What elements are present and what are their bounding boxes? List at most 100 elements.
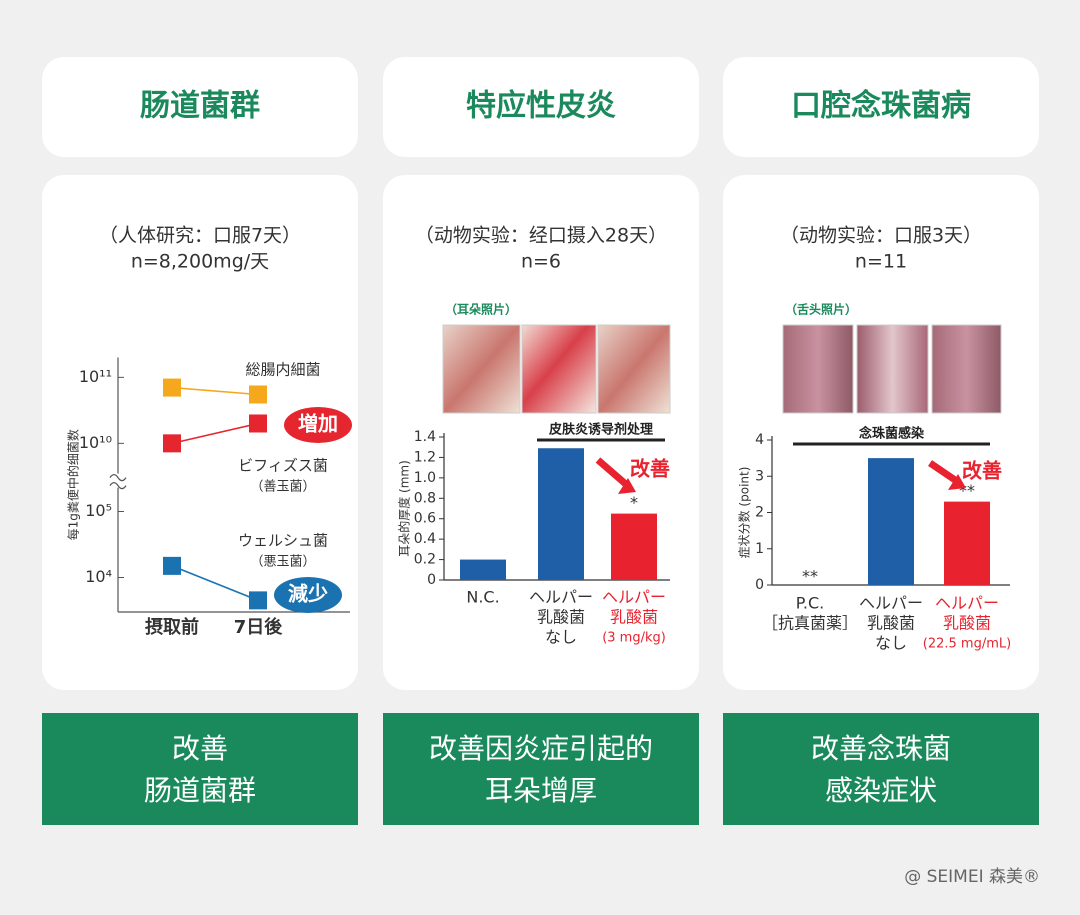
result-text: 改善念珠菌: [811, 732, 951, 765]
bar: [460, 559, 506, 580]
panel-title: 口腔念珠菌病: [791, 89, 971, 124]
result-text: 改善: [172, 732, 228, 765]
marker: [249, 385, 267, 404]
study-note: （动物实验：经口摄入28天）: [415, 225, 667, 247]
photo: [442, 324, 521, 414]
sample-size: n=6: [521, 251, 561, 273]
marker: [163, 378, 181, 397]
y-tick-label: 10⁴: [85, 567, 112, 586]
x-tick-label: なし: [875, 634, 907, 653]
y-tick-label: 0.8: [414, 490, 436, 506]
footer: @ SEIMEI 森美®: [904, 867, 1040, 887]
photo-label: （舌头照片）: [785, 302, 857, 317]
panel-title: 特应性皮炎: [466, 89, 616, 124]
study-note: （人体研究：口服7天）: [99, 225, 301, 247]
result-box: [42, 713, 358, 825]
y-tick-label: 1.2: [414, 449, 436, 465]
x-tick-label: (22.5 mg/mL): [923, 637, 1011, 652]
series-line: [171, 565, 259, 602]
y-tick-label: 0: [427, 572, 436, 588]
series-name: ウェルシュ菌: [238, 532, 328, 550]
y-axis-label: 耳朵的厚度 (mm): [397, 460, 412, 557]
callout: 改善: [962, 459, 1002, 483]
tag-text: 増加: [298, 412, 338, 436]
bar: [868, 458, 914, 585]
series-line: [171, 422, 259, 445]
bracket-label: 皮肤炎诱导剂处理: [548, 422, 653, 438]
axis-break: [109, 474, 127, 490]
study-note: （动物实验：口服3天）: [780, 225, 982, 247]
result-box: [723, 713, 1039, 825]
x-tick-label: ヘルパー: [529, 588, 593, 607]
bar: [538, 448, 584, 580]
series-name: 総腸内細菌: [245, 361, 320, 379]
y-tick-label: 1.4: [414, 429, 436, 445]
marker: [249, 591, 267, 610]
series-line: [171, 386, 259, 396]
y-tick-label: 0.6: [414, 511, 436, 527]
photo: [931, 324, 1002, 414]
y-tick-label: 1.0: [414, 470, 436, 486]
y-tick-label: 0.2: [414, 552, 436, 568]
x-tick-label: なし: [545, 628, 577, 647]
y-tick-label: 4: [755, 432, 764, 448]
y-tick-label: 2: [755, 505, 764, 521]
y-tick-label: 10¹⁰: [79, 433, 112, 452]
photo: [521, 324, 597, 414]
callout-arrowhead: [948, 474, 966, 490]
callout: 改善: [630, 457, 670, 481]
title-box: [723, 57, 1039, 157]
photo-label: （耳朵照片）: [445, 302, 517, 317]
bar: [944, 501, 990, 585]
photo: [782, 324, 854, 414]
title-box: [383, 57, 699, 157]
callout-arrow: [595, 457, 631, 489]
series-note: （善玉菌）: [250, 479, 315, 495]
marker: [163, 434, 181, 453]
sample-size: n=8,200mg/天: [131, 251, 269, 273]
photo: [597, 324, 671, 414]
x-tick-label: 乳酸菌: [537, 608, 585, 627]
callout-arrow: [928, 460, 960, 485]
x-tick-label: ヘルパー: [859, 594, 923, 613]
y-tick-label: 10⁵: [85, 501, 112, 520]
result-text: 耳朵增厚: [485, 774, 597, 807]
sample-size: n=11: [855, 251, 907, 273]
y-tick-label: 3: [755, 468, 764, 484]
x-tick-label: (3 mg/kg): [602, 631, 666, 646]
y-tick-label: 1: [755, 541, 764, 557]
result-text: 感染症状: [825, 774, 937, 807]
content-card: [42, 175, 358, 690]
significance: **: [802, 567, 818, 586]
result-text: 改善因炎症引起的: [429, 732, 653, 765]
callout-arrowhead: [618, 478, 636, 494]
x-tick-label: N.C.: [466, 588, 499, 607]
y-tick-label: 10¹¹: [79, 367, 112, 386]
bar: [611, 513, 657, 580]
bracket-label: 念珠菌感染: [859, 426, 925, 442]
series-note: （悪玉菌）: [250, 555, 315, 570]
y-axis-label: 症状分数 (point): [737, 467, 752, 559]
panel-title: 肠道菌群: [140, 89, 260, 124]
y-tick-label: 0.4: [414, 531, 436, 547]
x-tick-label: 7日後: [234, 616, 284, 638]
y-tick-label: 0: [755, 577, 764, 593]
x-tick-label: ［抗真菌薬］: [762, 614, 858, 633]
tag-pill: [284, 407, 352, 443]
tag-pill: [274, 577, 342, 613]
series-name: ビフィズス菌: [238, 457, 328, 475]
marker: [249, 414, 267, 433]
marker: [163, 556, 181, 575]
result-box: [383, 713, 699, 825]
result-text: 肠道菌群: [144, 774, 256, 807]
title-box: [42, 57, 358, 157]
photo: [856, 324, 929, 414]
y-axis-label: 每1g粪便中的细菌数: [66, 429, 81, 540]
tag-text: 減少: [288, 582, 328, 606]
x-tick-label: ヘルパー: [935, 594, 999, 613]
x-tick-label: P.C.: [796, 594, 825, 613]
x-tick-label: 摂取前: [145, 616, 199, 638]
x-tick-label: 乳酸菌: [943, 614, 991, 633]
significance: *: [630, 493, 638, 512]
